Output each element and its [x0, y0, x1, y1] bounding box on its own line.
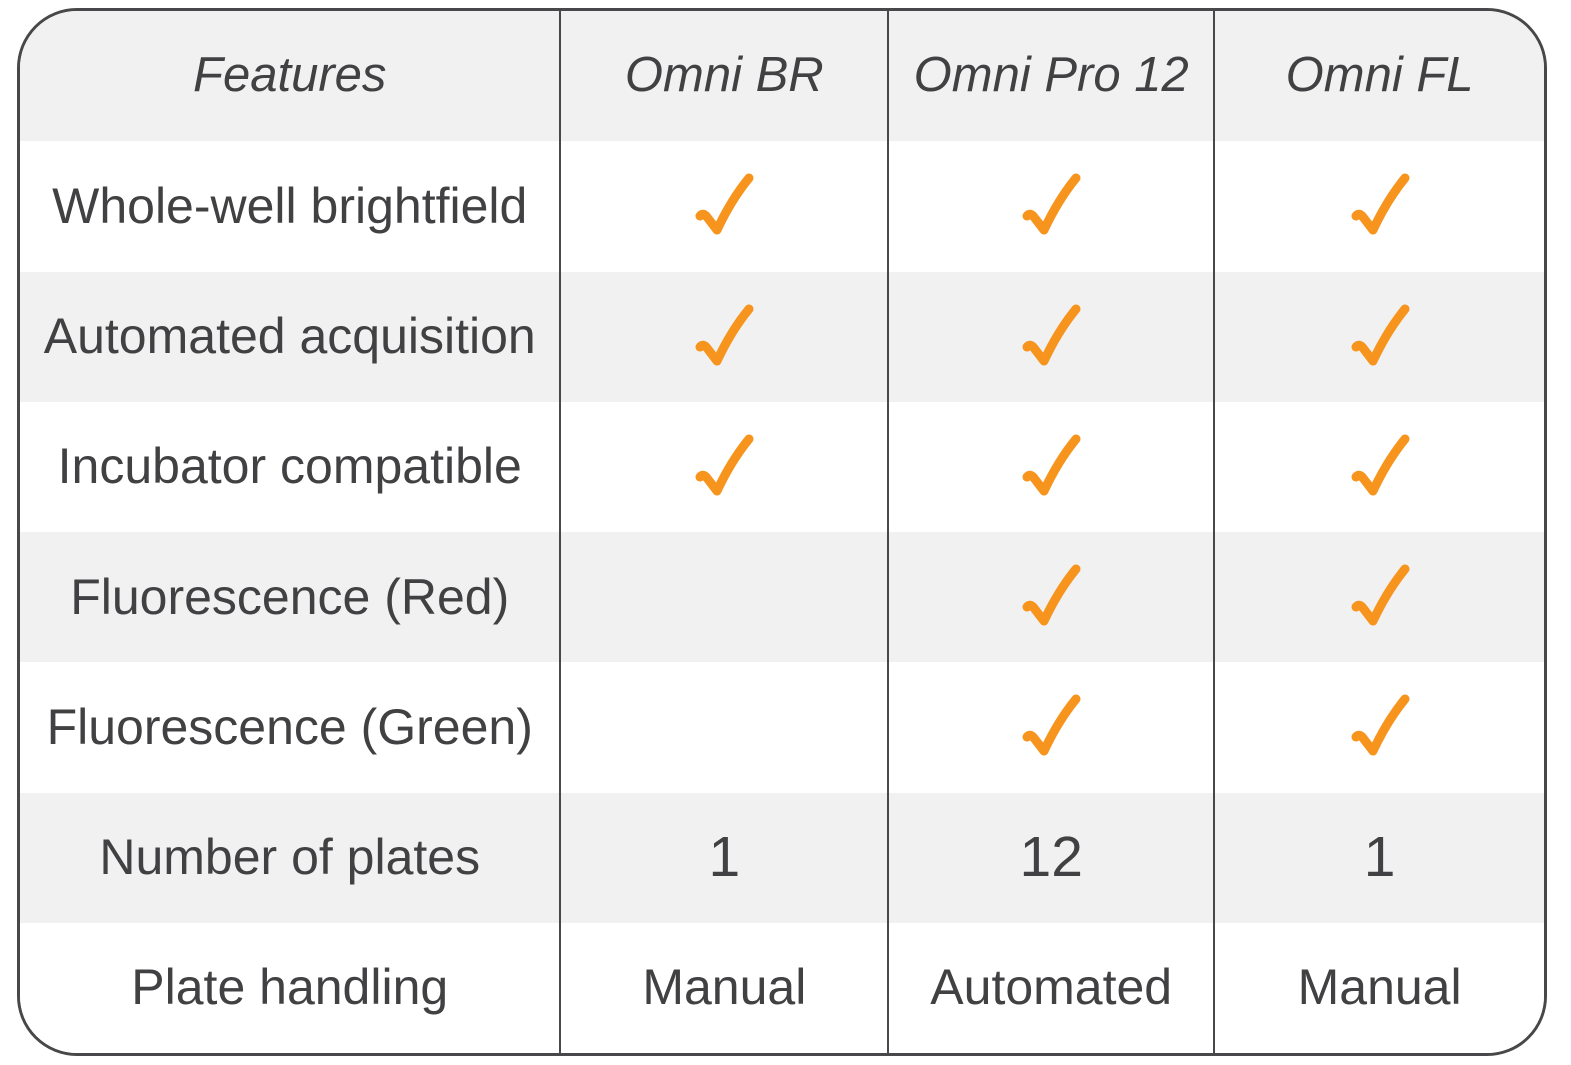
- value-cell: [887, 271, 1213, 402]
- check-icon: [1022, 304, 1081, 366]
- check-icon: [695, 304, 754, 366]
- value-cell: [1213, 532, 1544, 663]
- feature-label: Fluorescence (Green): [46, 698, 533, 755]
- value-cell: 1: [559, 792, 887, 923]
- feature-label: Incubator compatible: [57, 438, 522, 495]
- table-row-fluorescence-green: Fluorescence (Green): [20, 662, 1544, 793]
- table-row-automated-acquisition: Automated acquisition: [20, 271, 1544, 402]
- check-icon: [695, 173, 754, 235]
- feature-label: Whole-well brightfield: [52, 177, 528, 234]
- check-icon: [1351, 694, 1410, 756]
- check-icon: [1351, 564, 1410, 626]
- value-cell: 12: [887, 792, 1213, 923]
- value-cell: [559, 532, 887, 663]
- column-header-omni-pro-12: Omni Pro 12: [887, 11, 1213, 142]
- column-header-features: Features: [193, 48, 387, 103]
- value-cell: [559, 662, 887, 793]
- value-cell: Automated: [887, 922, 1213, 1053]
- column-header-omni-fl: Omni FL: [1213, 11, 1544, 142]
- check-icon: [695, 434, 754, 496]
- value-cell: Manual: [559, 922, 887, 1053]
- value-cell: [887, 532, 1213, 663]
- table-header-row: Features Omni BR Omni Pro 12 Omni FL: [20, 11, 1544, 142]
- feature-label: Number of plates: [99, 829, 481, 886]
- value-cell: [1213, 401, 1544, 532]
- value-cell: [887, 662, 1213, 793]
- check-icon: [1351, 304, 1410, 366]
- comparison-table: Features Omni BR Omni Pro 12 Omni FL Who…: [17, 8, 1547, 1056]
- check-icon: [1351, 173, 1410, 235]
- check-icon: [1022, 694, 1081, 756]
- column-header-omni-br: Omni BR: [559, 11, 887, 142]
- table-row-number-of-plates: Number of plates 1 12 1: [20, 792, 1544, 923]
- value-cell: [1213, 141, 1544, 272]
- value-cell: Manual: [1213, 922, 1544, 1053]
- value-cell: [1213, 271, 1544, 402]
- table-row-incubator-compatible: Incubator compatible: [20, 401, 1544, 532]
- value-cell: 1: [1213, 792, 1544, 923]
- feature-label: Automated acquisition: [43, 308, 536, 365]
- value-cell: [887, 141, 1213, 272]
- check-icon: [1351, 434, 1410, 496]
- table-row-fluorescence-red: Fluorescence (Red): [20, 532, 1544, 663]
- value-cell: [559, 141, 887, 272]
- check-icon: [1022, 564, 1081, 626]
- table-row-plate-handling: Plate handling Manual Automated Manual: [20, 922, 1544, 1053]
- feature-label: Fluorescence (Red): [70, 568, 510, 625]
- value-cell: [559, 401, 887, 532]
- check-icon: [1022, 173, 1081, 235]
- check-icon: [1022, 434, 1081, 496]
- value-cell: [1213, 662, 1544, 793]
- feature-label: Plate handling: [131, 959, 449, 1016]
- value-cell: [887, 401, 1213, 532]
- table-row-whole-well-brightfield: Whole-well brightfield: [20, 141, 1544, 272]
- value-cell: [559, 271, 887, 402]
